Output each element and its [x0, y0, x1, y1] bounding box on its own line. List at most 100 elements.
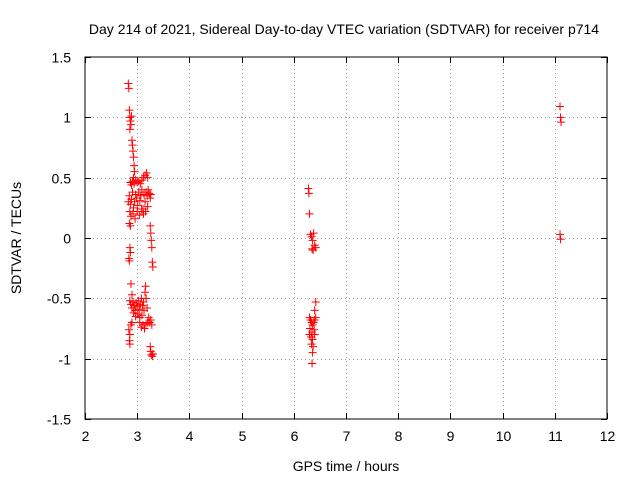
data-point	[136, 179, 145, 188]
y-tick-label: -1.5	[47, 412, 71, 428]
data-point	[128, 141, 137, 150]
data-point	[311, 243, 320, 252]
data-point	[147, 320, 156, 329]
data-point	[148, 258, 157, 267]
data-point	[126, 120, 135, 129]
data-point	[145, 189, 154, 198]
data-point	[311, 313, 320, 322]
data-point	[143, 303, 152, 312]
data-point	[133, 201, 142, 210]
data-point	[129, 308, 138, 317]
data-point	[125, 243, 134, 252]
data-point	[143, 202, 152, 211]
data-point	[304, 189, 313, 198]
x-tick-label: 11	[548, 428, 563, 444]
y-tick-label: 0.5	[52, 171, 72, 187]
data-point	[126, 221, 135, 230]
data-point	[130, 167, 139, 176]
data-point	[142, 319, 151, 328]
chart-title: Day 214 of 2021, Sidereal Day-to-day VTE…	[89, 21, 599, 37]
data-point	[127, 112, 136, 121]
y-tick-label: 1	[63, 110, 71, 126]
data-point	[142, 168, 151, 177]
data-point	[147, 351, 156, 360]
axis-ticks: 2 3 4 5 6 7 8 9 10 11 12 -1.5 -1 -0.5 0 0.5 1 1.5	[47, 50, 616, 445]
data-point	[556, 235, 565, 244]
data-point	[146, 194, 155, 203]
data-point	[141, 207, 150, 216]
data-point	[141, 288, 150, 297]
data-point	[308, 236, 317, 245]
x-tick-label: 10	[496, 428, 512, 444]
data-point	[130, 161, 139, 170]
data-point	[307, 232, 316, 241]
data-point	[309, 229, 318, 238]
data-point	[304, 184, 313, 193]
y-tick-label: -1	[59, 352, 72, 368]
data-point	[146, 221, 155, 230]
x-tick-label: 6	[291, 428, 299, 444]
data-point	[148, 349, 157, 358]
data-point	[124, 325, 133, 334]
data-point	[556, 113, 565, 122]
data-point	[142, 294, 151, 303]
y-tick-label: -0.5	[47, 291, 71, 307]
data-point	[127, 318, 136, 327]
data-point	[556, 230, 565, 239]
data-point	[125, 125, 134, 134]
data-point	[146, 229, 155, 238]
data-point	[137, 311, 146, 320]
data-point	[129, 209, 138, 218]
data-point	[146, 316, 155, 325]
grid-lines	[85, 57, 607, 419]
y-tick-label: 0	[63, 231, 71, 247]
data-point	[147, 236, 156, 245]
data-points	[124, 79, 566, 368]
data-point	[305, 209, 314, 218]
x-axis-label: GPS time / hours	[293, 458, 400, 474]
data-point	[305, 324, 314, 333]
data-point	[127, 136, 136, 145]
data-point	[125, 106, 134, 115]
data-point	[308, 348, 317, 357]
data-point	[144, 185, 153, 194]
data-point	[557, 118, 566, 127]
data-point	[308, 244, 317, 253]
data-point	[125, 340, 134, 349]
x-tick-label: 12	[600, 428, 616, 444]
data-point	[308, 335, 317, 344]
data-point	[310, 306, 319, 315]
data-point	[556, 102, 565, 111]
data-point	[133, 310, 142, 319]
data-point	[127, 290, 136, 299]
x-tick-label: 9	[447, 428, 455, 444]
data-point	[126, 116, 135, 125]
data-point	[309, 342, 318, 351]
data-point	[125, 256, 134, 265]
data-point	[125, 113, 134, 122]
data-point	[129, 203, 138, 212]
data-point	[135, 211, 144, 220]
x-tick-label: 5	[239, 428, 247, 444]
data-point	[143, 173, 152, 182]
data-point	[147, 243, 156, 252]
data-point	[124, 84, 133, 93]
y-tick-label: 1.5	[52, 50, 72, 66]
data-point	[129, 147, 138, 156]
data-point	[146, 190, 155, 199]
data-point	[137, 205, 146, 214]
data-point	[133, 207, 142, 216]
data-point	[126, 248, 135, 257]
data-point	[148, 262, 157, 271]
data-point	[125, 336, 134, 345]
data-point	[125, 330, 134, 339]
x-tick-label: 3	[134, 428, 142, 444]
data-point	[138, 301, 147, 310]
x-tick-label: 7	[343, 428, 351, 444]
x-tick-label: 4	[186, 428, 194, 444]
data-point	[311, 297, 320, 306]
data-point	[140, 324, 149, 333]
data-point	[124, 79, 133, 88]
data-point	[310, 325, 319, 334]
